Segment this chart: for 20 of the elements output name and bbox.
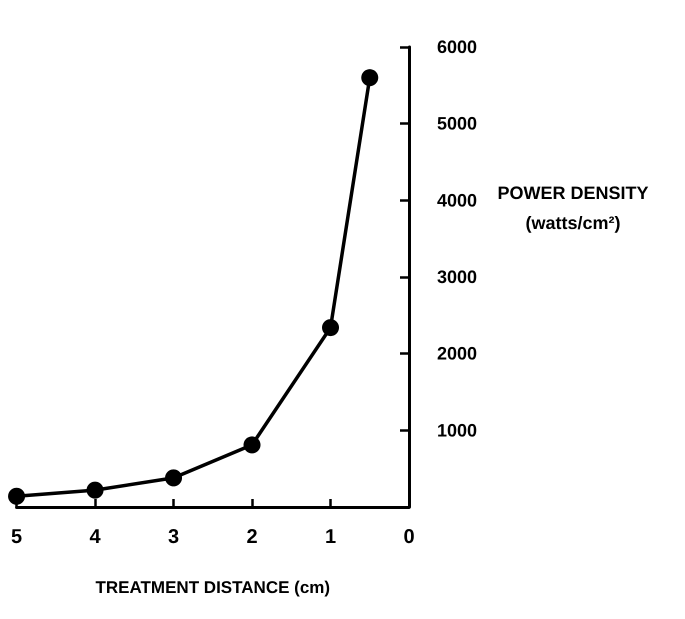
x-tick-label: 2 — [246, 526, 258, 548]
x-tick-label: 0 — [403, 526, 415, 548]
y-tick-label: 5000 — [437, 114, 478, 134]
y-tick-label: 2000 — [437, 344, 478, 364]
x-tick-label: 3 — [168, 526, 180, 548]
point — [361, 69, 378, 86]
y-tick-label: 6000 — [437, 37, 478, 57]
y-axis-title: POWER DENSITY (watts/cm²) — [497, 183, 649, 233]
x-tick-label: 1 — [324, 526, 336, 548]
point — [165, 469, 182, 486]
y-tick-label: 4000 — [437, 190, 478, 210]
x-tick-label: 4 — [89, 526, 102, 548]
point — [322, 319, 340, 336]
y-tick-label: 3000 — [437, 267, 478, 287]
point — [86, 482, 104, 499]
x-axis-title: TREATMENT DISTANCE (cm) — [96, 578, 330, 597]
point — [244, 436, 261, 454]
point — [8, 488, 26, 505]
x-tick-label: 5 — [11, 526, 22, 548]
y-tick-label: 1000 — [437, 420, 478, 440]
